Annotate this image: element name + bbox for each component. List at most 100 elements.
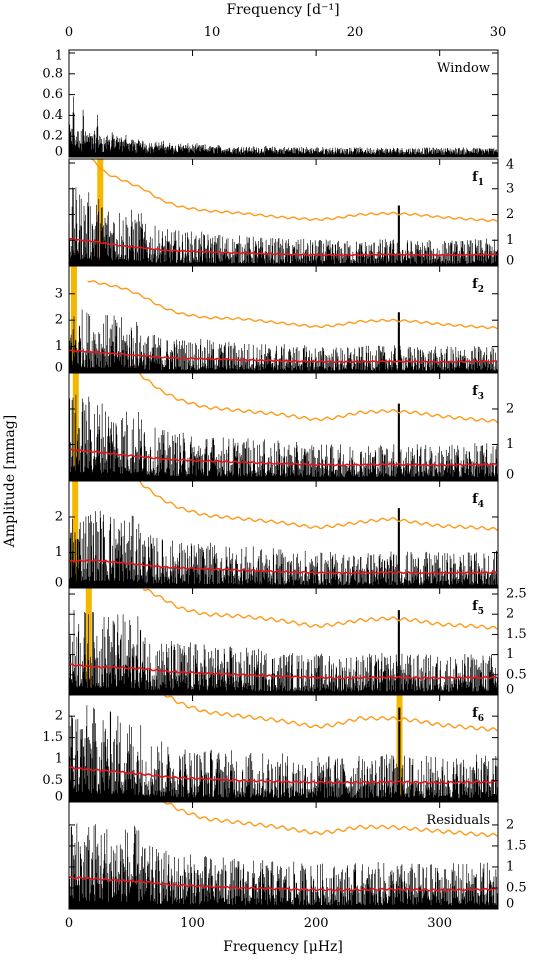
significance-curve bbox=[138, 373, 498, 424]
panel-frame bbox=[68, 49, 499, 158]
y-tick-label: 1.5 bbox=[42, 730, 63, 745]
y-tick-label: 1 bbox=[55, 545, 63, 560]
amplitude-spectrum bbox=[69, 96, 498, 157]
panel-label: Residuals bbox=[426, 813, 490, 828]
y-tick-label: 2 bbox=[506, 607, 514, 622]
panel-residuals: 0 0.5 1 1.5 2 Residuals bbox=[68, 801, 527, 912]
y-tick-label: 0.5 bbox=[506, 880, 527, 895]
y-tick-label: 0 bbox=[55, 790, 63, 805]
significance-curve bbox=[142, 588, 498, 630]
noise-curve bbox=[69, 766, 498, 785]
y-tick-label: 1 bbox=[55, 49, 63, 64]
y-tick-label: 0.4 bbox=[42, 108, 63, 123]
significance-curve bbox=[163, 802, 498, 838]
panels-group: 00.20.40.60.81Window01234f10123f2012f301… bbox=[42, 49, 526, 912]
y-tick-label: 0.6 bbox=[42, 87, 63, 102]
noise-curve bbox=[69, 875, 498, 892]
bottom-axis: 0 100 200 300 bbox=[65, 916, 452, 931]
significance-curve bbox=[87, 280, 498, 330]
y-tick-label: 2.5 bbox=[506, 587, 527, 602]
y-tick-label: 0.2 bbox=[42, 129, 63, 144]
panel-plot-area bbox=[69, 481, 498, 588]
y-tick-label: 2 bbox=[506, 207, 514, 222]
panel-label: f1 bbox=[472, 170, 484, 188]
bottom-axis-title: Frequency [μHz] bbox=[223, 939, 343, 955]
y-tick-label: 1 bbox=[55, 752, 63, 767]
y-axis-title: Amplitude [mmag] bbox=[2, 415, 18, 548]
y-tick-label: 2 bbox=[506, 401, 514, 416]
y-tick-label: 0.5 bbox=[42, 773, 63, 788]
panel-label: f4 bbox=[472, 492, 484, 510]
y-tick-label: 2 bbox=[55, 709, 63, 724]
y-tick-label: 4 bbox=[506, 158, 514, 173]
panel-plot-area bbox=[69, 96, 498, 157]
bottom-x-tick-label: 100 bbox=[180, 916, 205, 931]
panel-f6: 0 0.5 1 1.5 2 f6 bbox=[42, 694, 499, 805]
top-axis-title: Frequency [d⁻¹] bbox=[226, 2, 339, 18]
top-x-tick-label: 20 bbox=[347, 25, 364, 40]
amplitude-spectrum bbox=[69, 508, 498, 588]
y-tick-label: 2 bbox=[506, 817, 514, 832]
panel-plot-area bbox=[69, 588, 498, 695]
y-tick-label: 2 bbox=[55, 509, 63, 524]
frequency-highlight bbox=[85, 588, 92, 695]
significance-curve bbox=[163, 695, 498, 732]
bottom-x-tick-label: 200 bbox=[304, 916, 329, 931]
y-tick-label: 1 bbox=[506, 437, 514, 452]
panel-f3: 0 1 2 f3 bbox=[68, 372, 514, 483]
panel-label: f6 bbox=[472, 706, 484, 724]
panel-plot-area bbox=[69, 695, 498, 802]
y-tick-label: 0 bbox=[506, 897, 514, 912]
y-tick-label: 0 bbox=[506, 683, 514, 698]
y-tick-label: 1.5 bbox=[506, 838, 527, 853]
y-tick-label: 0 bbox=[55, 361, 63, 376]
panel-window: 00.2 0.4 0.6 0.8 1 Window bbox=[42, 49, 499, 160]
noise-curve bbox=[69, 663, 498, 680]
y-tick-label: 1 bbox=[55, 339, 63, 354]
top-x-tick-label: 10 bbox=[204, 25, 221, 40]
noise-curve bbox=[69, 349, 498, 364]
panel-f5: 0.5 1 1.5 2 2.5 0 f5 bbox=[68, 587, 527, 698]
panel-label: f2 bbox=[472, 277, 484, 295]
amplitude-spectrum bbox=[69, 823, 498, 909]
noise-curve bbox=[69, 237, 498, 257]
amplitude-spectrum bbox=[69, 610, 498, 695]
top-axis: 0 10 20 30 bbox=[65, 25, 506, 40]
amplitude-spectrum bbox=[69, 309, 498, 373]
y-tick-label: 0 bbox=[55, 145, 63, 160]
y-tick-label: 1 bbox=[506, 859, 514, 874]
y-tick-label: 0.5 bbox=[506, 667, 527, 682]
panel-f4: 0 1 2 f4 bbox=[55, 480, 499, 591]
y-tick-label: 0 bbox=[55, 576, 63, 591]
frequency-highlight bbox=[97, 159, 104, 266]
top-x-tick-label: 0 bbox=[65, 25, 73, 40]
y-tick-label: 1.5 bbox=[506, 627, 527, 642]
panel-plot-area bbox=[69, 266, 498, 373]
y-tick-label: 3 bbox=[506, 181, 514, 196]
y-tick-label: 1 bbox=[506, 233, 514, 248]
panel-frame bbox=[68, 372, 499, 481]
panel-f2: 0 1 2 3 f2 bbox=[55, 265, 499, 376]
y-tick-label: 1 bbox=[506, 647, 514, 662]
y-tick-label: 0.8 bbox=[42, 66, 63, 81]
top-x-tick-label: 30 bbox=[490, 25, 507, 40]
panel-label: Window bbox=[437, 61, 490, 76]
noise-curve bbox=[69, 559, 498, 575]
panel-plot-area bbox=[69, 802, 498, 909]
panel-label: f3 bbox=[472, 384, 484, 402]
significance-curve bbox=[138, 481, 498, 532]
y-tick-label: 3 bbox=[55, 286, 63, 301]
panel-f1: 0 1 2 3 4 f1 bbox=[68, 158, 514, 269]
panel-frame bbox=[68, 801, 499, 910]
y-tick-label: 2 bbox=[55, 313, 63, 328]
bottom-x-tick-label: 0 bbox=[65, 916, 73, 931]
panel-plot-area bbox=[69, 373, 498, 480]
y-tick-label: 0 bbox=[506, 468, 514, 483]
noise-curve bbox=[69, 448, 498, 467]
panel-plot-area bbox=[69, 159, 498, 266]
bottom-x-tick-label: 300 bbox=[427, 916, 452, 931]
panel-label: f5 bbox=[472, 599, 484, 617]
y-tick-label: 0 bbox=[506, 254, 514, 269]
significance-curve bbox=[89, 159, 498, 223]
